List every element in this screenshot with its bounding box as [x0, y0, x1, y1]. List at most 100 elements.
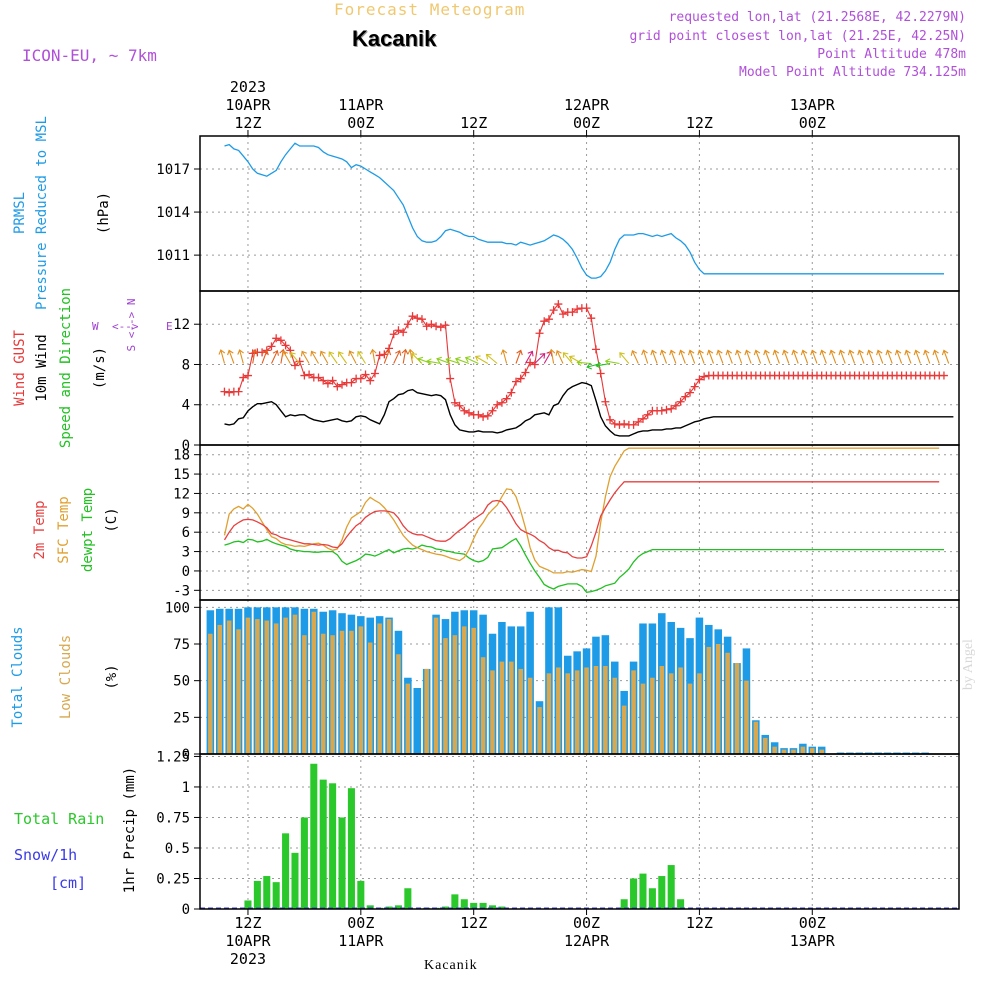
y-tick-label: -3 [173, 583, 190, 599]
rain-bar [329, 783, 337, 909]
gust-marker [601, 397, 610, 406]
total-clouds-label: Total Clouds [10, 626, 26, 727]
gust-marker [690, 382, 699, 391]
y-tick-label: 9 [182, 506, 190, 522]
gust-marker [417, 315, 426, 324]
gust-marker [676, 397, 685, 406]
gust-marker [939, 371, 948, 380]
rain-label: Total Rain [14, 810, 104, 828]
wind-direction-arrow [829, 349, 837, 364]
pressure-ylabel: (hPa) [96, 192, 112, 234]
gust-marker [643, 410, 652, 419]
low-cloud-bar [537, 707, 542, 754]
rain-bar [263, 876, 271, 909]
gust-marker [540, 317, 549, 326]
wind-direction-arrow [659, 349, 668, 364]
gust-marker [671, 401, 680, 410]
gust-marker [389, 330, 398, 339]
gust-marker [516, 374, 525, 383]
low-cloud-bar [424, 668, 429, 754]
low-cloud-bar [292, 614, 298, 754]
y-tick-label: 1.25 [156, 749, 190, 765]
gust-marker [375, 351, 384, 360]
rain-bar [385, 906, 393, 909]
wind-direction-arrow [310, 350, 319, 364]
low-cloud-bar [631, 670, 636, 754]
low-cloud-bar [659, 666, 665, 754]
time-label-bottom: 11APR [338, 932, 384, 950]
rain-bar [310, 763, 318, 909]
low-cloud-bar [810, 748, 815, 754]
gust-marker [323, 379, 332, 388]
model-name: ICON-EU, ~ 7km [22, 46, 157, 65]
time-label-top: 13APR [790, 96, 836, 114]
wind-line [224, 381, 954, 437]
y-tick-label: 12 [173, 317, 190, 333]
wind-direction-arrow [716, 349, 724, 364]
dewpoint-line [224, 537, 944, 593]
time-label-top: 00Z [799, 114, 826, 132]
snow-label: Snow/1h [14, 846, 77, 864]
y-tick-label: 12 [173, 486, 190, 502]
low-cloud-bar [706, 646, 712, 754]
low-clouds-label: Low Clouds [58, 635, 74, 719]
low-cloud-bar [734, 663, 740, 754]
low-cloud-bar [668, 673, 674, 754]
wind-direction-arrow [697, 349, 705, 364]
gust-marker [300, 371, 309, 380]
low-cloud-bar [725, 652, 730, 754]
wind-direction-arrow [847, 349, 856, 364]
gust-marker [596, 369, 605, 378]
gust-marker [333, 382, 342, 391]
gust-marker [483, 411, 492, 420]
rain-bar [479, 902, 487, 909]
rain-bar [498, 906, 506, 909]
wind-direction-arrow [800, 349, 809, 364]
low-cloud-bar [302, 635, 307, 754]
time-label-top: 11APR [338, 96, 384, 114]
gust-marker [507, 388, 516, 397]
y-tick-label: 25 [173, 710, 190, 726]
wind-label: 10m Wind [34, 334, 50, 401]
time-label-top: 12Z [460, 114, 487, 132]
gust-marker [248, 349, 257, 358]
time-label-bottom: 12Z [234, 914, 261, 932]
gust-marker [662, 405, 671, 414]
wind-direction-arrow [261, 349, 269, 364]
wind-direction-arrow [753, 349, 762, 364]
wind-direction-arrow [319, 350, 329, 364]
wind-direction-arrow [838, 349, 846, 364]
rain-bar [658, 876, 666, 909]
low-cloud-bar [678, 667, 683, 754]
gust-marker [479, 412, 488, 421]
time-label-top: 12Z [686, 114, 713, 132]
wind-direction-arrow [734, 349, 743, 364]
wind-direction-arrow [819, 349, 827, 364]
wind-direction-arrow [619, 352, 630, 364]
wind-direction-arrow [772, 349, 780, 364]
low-cloud-bar [349, 630, 354, 754]
wind-direction-arrow [885, 349, 893, 364]
low-cloud-bar [781, 749, 787, 754]
gust-marker [347, 378, 356, 387]
gust-marker [544, 315, 553, 324]
compass-w: W [92, 320, 99, 333]
wind-direction-arrow [328, 351, 338, 364]
y-tick-label: 15 [173, 467, 190, 483]
y-tick-label: 1011 [156, 248, 190, 264]
gust-marker [305, 370, 314, 379]
total-cloud-bar [413, 688, 422, 754]
dew-label: dewpt Temp [80, 488, 96, 572]
gust-marker [220, 387, 229, 396]
low-cloud-bar [518, 668, 523, 754]
wind-direction-arrow [485, 353, 498, 364]
panel-frame [199, 444, 960, 601]
gust-marker [497, 398, 506, 407]
wind-direction-arrow [426, 358, 441, 366]
gust-marker [554, 300, 563, 309]
time-label-top: 12APR [564, 96, 610, 114]
gust-marker [634, 417, 643, 426]
gust-marker [403, 320, 412, 329]
gust-marker [267, 342, 276, 351]
rain-bar [291, 852, 299, 909]
